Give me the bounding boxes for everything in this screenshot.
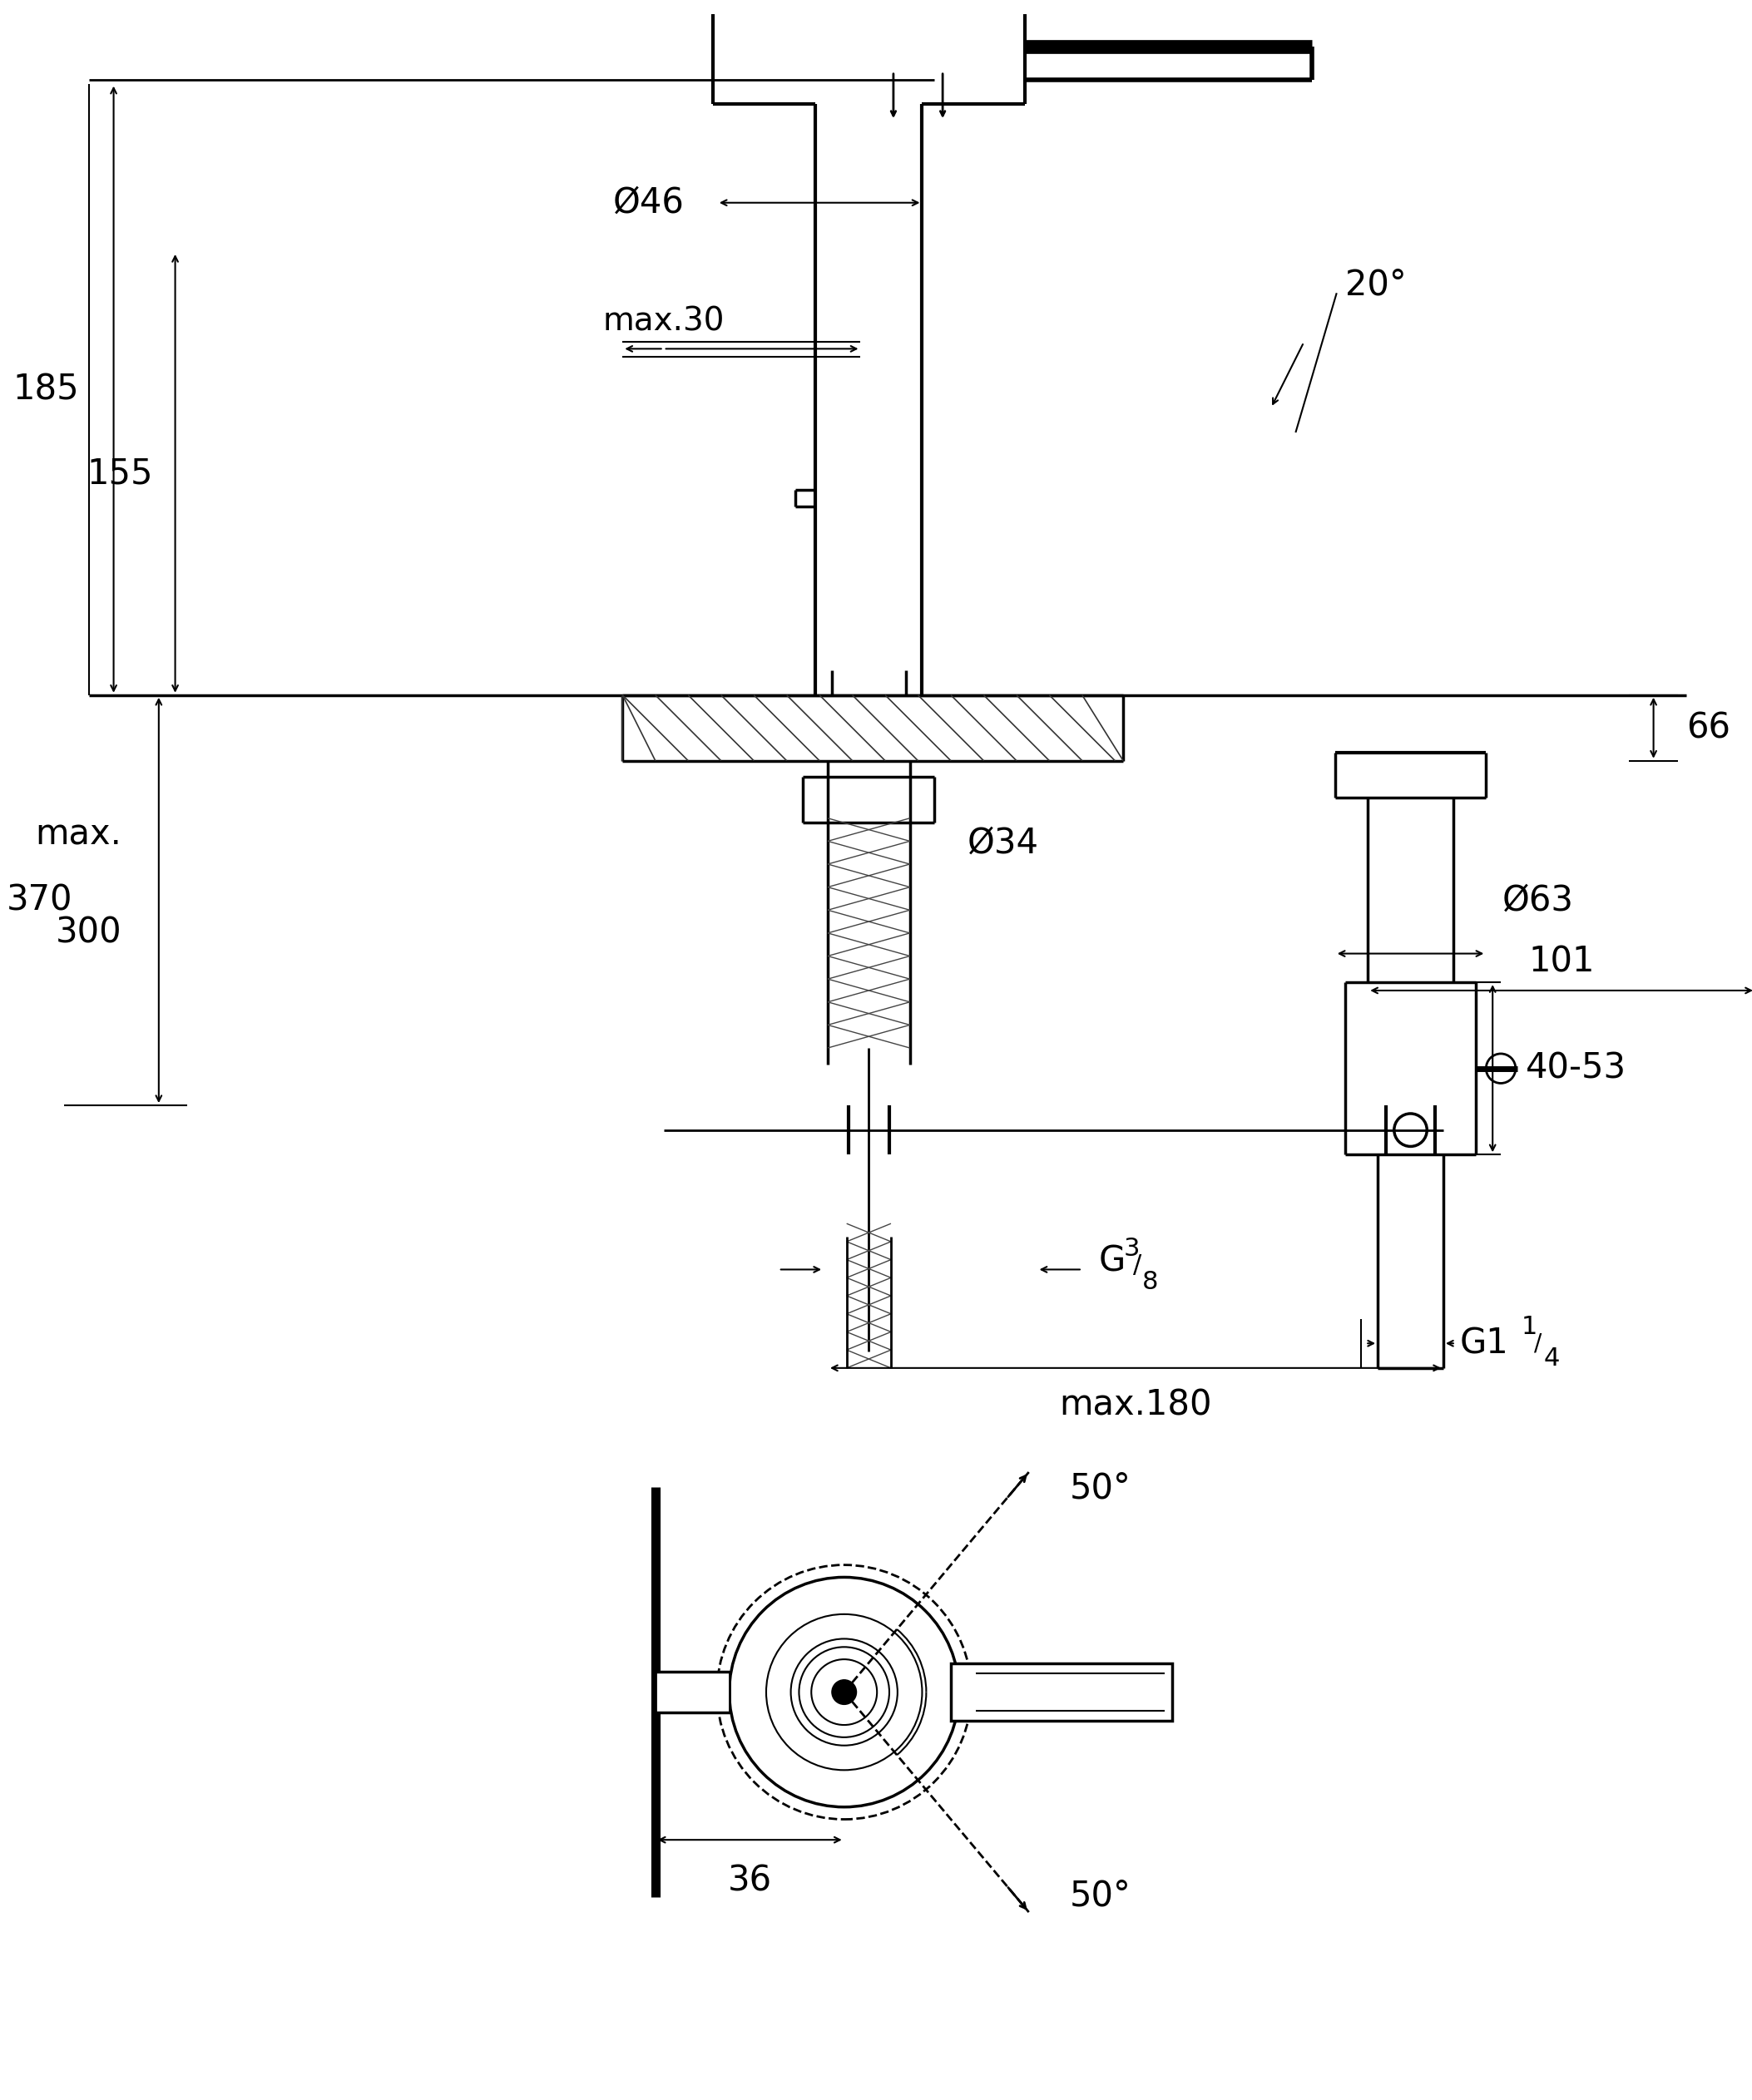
Bar — [951, 1663, 1172, 1720]
Text: 101: 101 — [1528, 945, 1594, 979]
Text: 40-53: 40-53 — [1526, 1050, 1626, 1086]
Text: /: / — [1134, 1254, 1142, 1277]
Text: max.30: max.30 — [603, 307, 725, 338]
Text: 155: 155 — [88, 456, 152, 491]
Text: 66: 66 — [1687, 710, 1731, 746]
Text: max.180: max.180 — [1060, 1388, 1212, 1422]
Text: Ø34: Ø34 — [967, 825, 1039, 861]
Text: max.: max. — [35, 817, 123, 853]
Text: /: / — [1533, 1331, 1542, 1354]
Text: 20°: 20° — [1346, 267, 1407, 302]
Text: 50°: 50° — [1070, 1877, 1132, 1913]
Text: 300: 300 — [56, 916, 123, 951]
Text: 370: 370 — [7, 882, 72, 918]
Text: 4: 4 — [1544, 1346, 1559, 1369]
Text: 3: 3 — [1123, 1237, 1139, 1262]
Text: 185: 185 — [12, 372, 79, 407]
Text: 50°: 50° — [1070, 1472, 1132, 1506]
Circle shape — [832, 1680, 857, 1705]
Text: G1: G1 — [1459, 1325, 1508, 1361]
Text: Ø63: Ø63 — [1503, 882, 1573, 918]
Bar — [655, 1672, 729, 1714]
Text: 1: 1 — [1521, 1315, 1538, 1340]
Text: G: G — [1099, 1243, 1125, 1279]
Text: 8: 8 — [1142, 1270, 1158, 1294]
Text: Ø46: Ø46 — [613, 185, 683, 220]
Text: 36: 36 — [727, 1863, 773, 1898]
